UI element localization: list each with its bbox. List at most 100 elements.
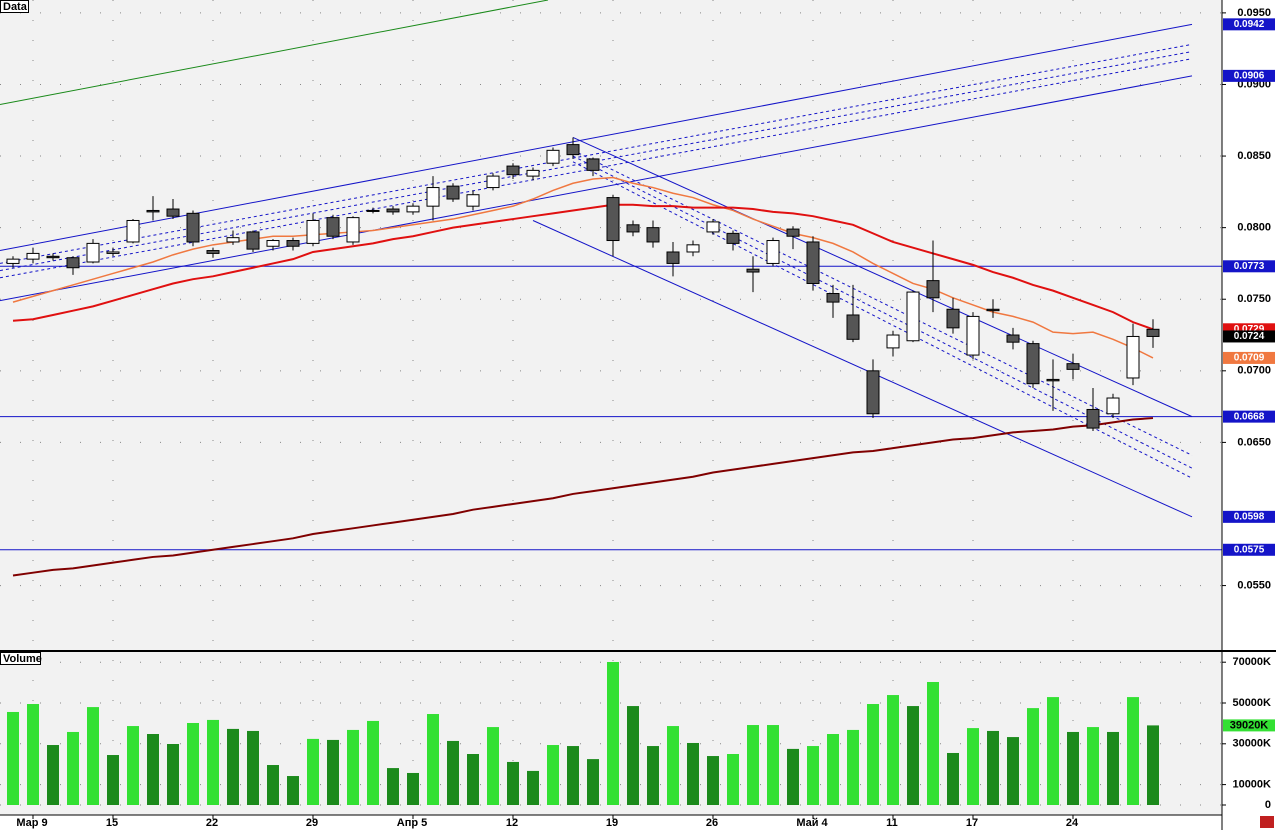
volume-bar bbox=[447, 740, 459, 805]
volume-bar bbox=[787, 748, 799, 805]
volume-bar bbox=[507, 761, 519, 805]
volume-bar bbox=[707, 756, 719, 805]
volume-bar bbox=[947, 752, 959, 805]
candle-body bbox=[786, 228, 800, 237]
candle-body bbox=[326, 217, 340, 237]
volume-bar bbox=[147, 734, 159, 805]
x-tick-label: 22 bbox=[206, 817, 218, 829]
volume-bar bbox=[687, 742, 699, 805]
volume-bar bbox=[307, 738, 319, 805]
candle-body bbox=[986, 308, 1000, 312]
trend-line bbox=[0, 43, 1193, 264]
level-label-box bbox=[1223, 543, 1275, 556]
candle-body bbox=[766, 240, 780, 264]
volume-bar bbox=[1067, 731, 1079, 805]
y-tick-label: 0.0650 bbox=[1237, 436, 1271, 448]
candle-body bbox=[626, 224, 640, 233]
candle-body bbox=[946, 308, 960, 329]
candle-body bbox=[886, 334, 900, 349]
volume-bar bbox=[327, 739, 339, 805]
volume-bar bbox=[627, 706, 639, 805]
y-tick-label: 0.0800 bbox=[1237, 222, 1271, 234]
volume-bar bbox=[967, 728, 979, 805]
x-tick-label: 24 bbox=[1066, 817, 1079, 829]
candle-body bbox=[446, 185, 460, 200]
candle-body bbox=[566, 144, 580, 156]
y-tick-label: 10000K bbox=[1232, 779, 1271, 791]
x-tick-label: 29 bbox=[306, 817, 318, 829]
candle-body bbox=[166, 208, 180, 217]
candle-body bbox=[1066, 363, 1080, 370]
candle-body bbox=[266, 240, 280, 247]
candle-body bbox=[806, 241, 820, 284]
volume-bar bbox=[287, 776, 299, 805]
volume-bar bbox=[7, 711, 19, 805]
candle-body bbox=[706, 221, 720, 233]
volume-bar bbox=[207, 719, 219, 805]
volume-bar bbox=[407, 772, 419, 805]
candle-body bbox=[426, 187, 440, 207]
candle-body bbox=[1146, 328, 1160, 337]
volume-bar bbox=[267, 765, 279, 805]
x-tick-label: 19 bbox=[606, 817, 618, 829]
candle-body bbox=[606, 197, 620, 242]
candle-body bbox=[906, 291, 920, 342]
panel-title: Volume bbox=[3, 653, 42, 665]
volume-bar bbox=[347, 729, 359, 805]
volume-bar bbox=[647, 746, 659, 805]
y-tick-label: 0.0950 bbox=[1237, 7, 1271, 19]
candle-body bbox=[1006, 334, 1020, 343]
candle-body bbox=[186, 212, 200, 243]
volume-bar bbox=[867, 704, 879, 805]
candle-body bbox=[526, 169, 540, 177]
candle-body bbox=[246, 231, 260, 250]
volume-bar bbox=[167, 744, 179, 805]
volume-bar bbox=[1147, 725, 1159, 805]
price-label-box bbox=[1223, 351, 1275, 364]
price-label: 0.0598 bbox=[1234, 511, 1265, 522]
volume-bar bbox=[227, 728, 239, 805]
volume-bar bbox=[1027, 708, 1039, 805]
volume-bar bbox=[47, 745, 59, 805]
level-label: 0.0773 bbox=[1234, 261, 1265, 272]
volume-bar bbox=[567, 746, 579, 805]
volume-bar bbox=[107, 755, 119, 805]
candle-body bbox=[1106, 397, 1120, 415]
volume-label: 39020K bbox=[1230, 719, 1269, 731]
y-tick-label: 50000K bbox=[1232, 697, 1271, 709]
y-tick-label: 0.0700 bbox=[1237, 365, 1271, 377]
price-label: 0.0729 bbox=[1234, 324, 1265, 335]
moving-average bbox=[12, 203, 1154, 331]
panel-title-box bbox=[0, 652, 41, 665]
volume-bar bbox=[67, 731, 79, 805]
scroll-button[interactable] bbox=[1260, 816, 1274, 828]
price-label: 0.0906 bbox=[1234, 71, 1265, 82]
candle-body bbox=[846, 314, 860, 340]
volume-bar bbox=[727, 754, 739, 805]
candle-body bbox=[306, 219, 320, 244]
volume-bar bbox=[1127, 697, 1139, 805]
price-label-box bbox=[1223, 510, 1275, 523]
volume-bar bbox=[987, 730, 999, 805]
candle-body bbox=[1126, 335, 1140, 379]
volume-bar bbox=[427, 714, 439, 805]
trend-line bbox=[0, 51, 1193, 272]
volume-bar bbox=[487, 727, 499, 805]
x-tick-label: 12 bbox=[506, 817, 518, 829]
trend-line bbox=[0, 0, 549, 106]
trend-line bbox=[572, 161, 1193, 479]
candle-body bbox=[86, 242, 100, 263]
price-label-box bbox=[1223, 69, 1275, 82]
candle-body bbox=[546, 149, 560, 164]
price-label-box bbox=[1223, 330, 1275, 343]
volume-bar bbox=[847, 729, 859, 805]
candle-body bbox=[1086, 408, 1100, 429]
trend-line bbox=[572, 149, 1193, 456]
volume-bar bbox=[547, 745, 559, 805]
x-tick-label: 15 bbox=[106, 817, 118, 829]
volume-bar bbox=[747, 725, 759, 805]
trend-line bbox=[572, 136, 1193, 418]
moving-average bbox=[12, 417, 1154, 577]
